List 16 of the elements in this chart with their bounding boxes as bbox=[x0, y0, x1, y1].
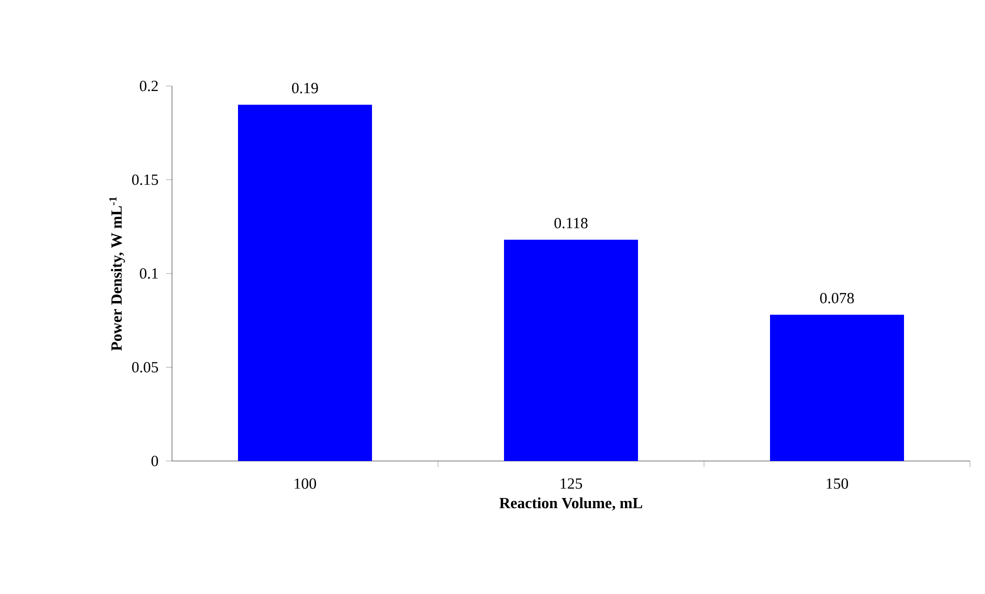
bar bbox=[238, 104, 372, 461]
bar bbox=[504, 240, 638, 461]
x-tick-label: 150 bbox=[826, 478, 848, 489]
data-label: 0.118 bbox=[554, 218, 588, 228]
x-axis-title: Reaction Volume, mL bbox=[499, 497, 642, 511]
x-tick-label: 125 bbox=[560, 478, 582, 489]
x-tick-label: 100 bbox=[294, 478, 316, 489]
y-tick-label: 0.15 bbox=[132, 174, 158, 186]
bar bbox=[770, 314, 904, 461]
data-label: 0.19 bbox=[292, 82, 318, 94]
y-tick-label: 0.2 bbox=[140, 80, 158, 92]
y-tick-label: 0.05 bbox=[132, 362, 158, 373]
y-axis-title: Power Density, W mL$^{-1}$ bbox=[109, 197, 125, 351]
data-label: 0.078 bbox=[820, 292, 854, 304]
y-tick-label: 0 bbox=[151, 456, 158, 466]
y-tick-label: 0.1 bbox=[140, 268, 158, 279]
